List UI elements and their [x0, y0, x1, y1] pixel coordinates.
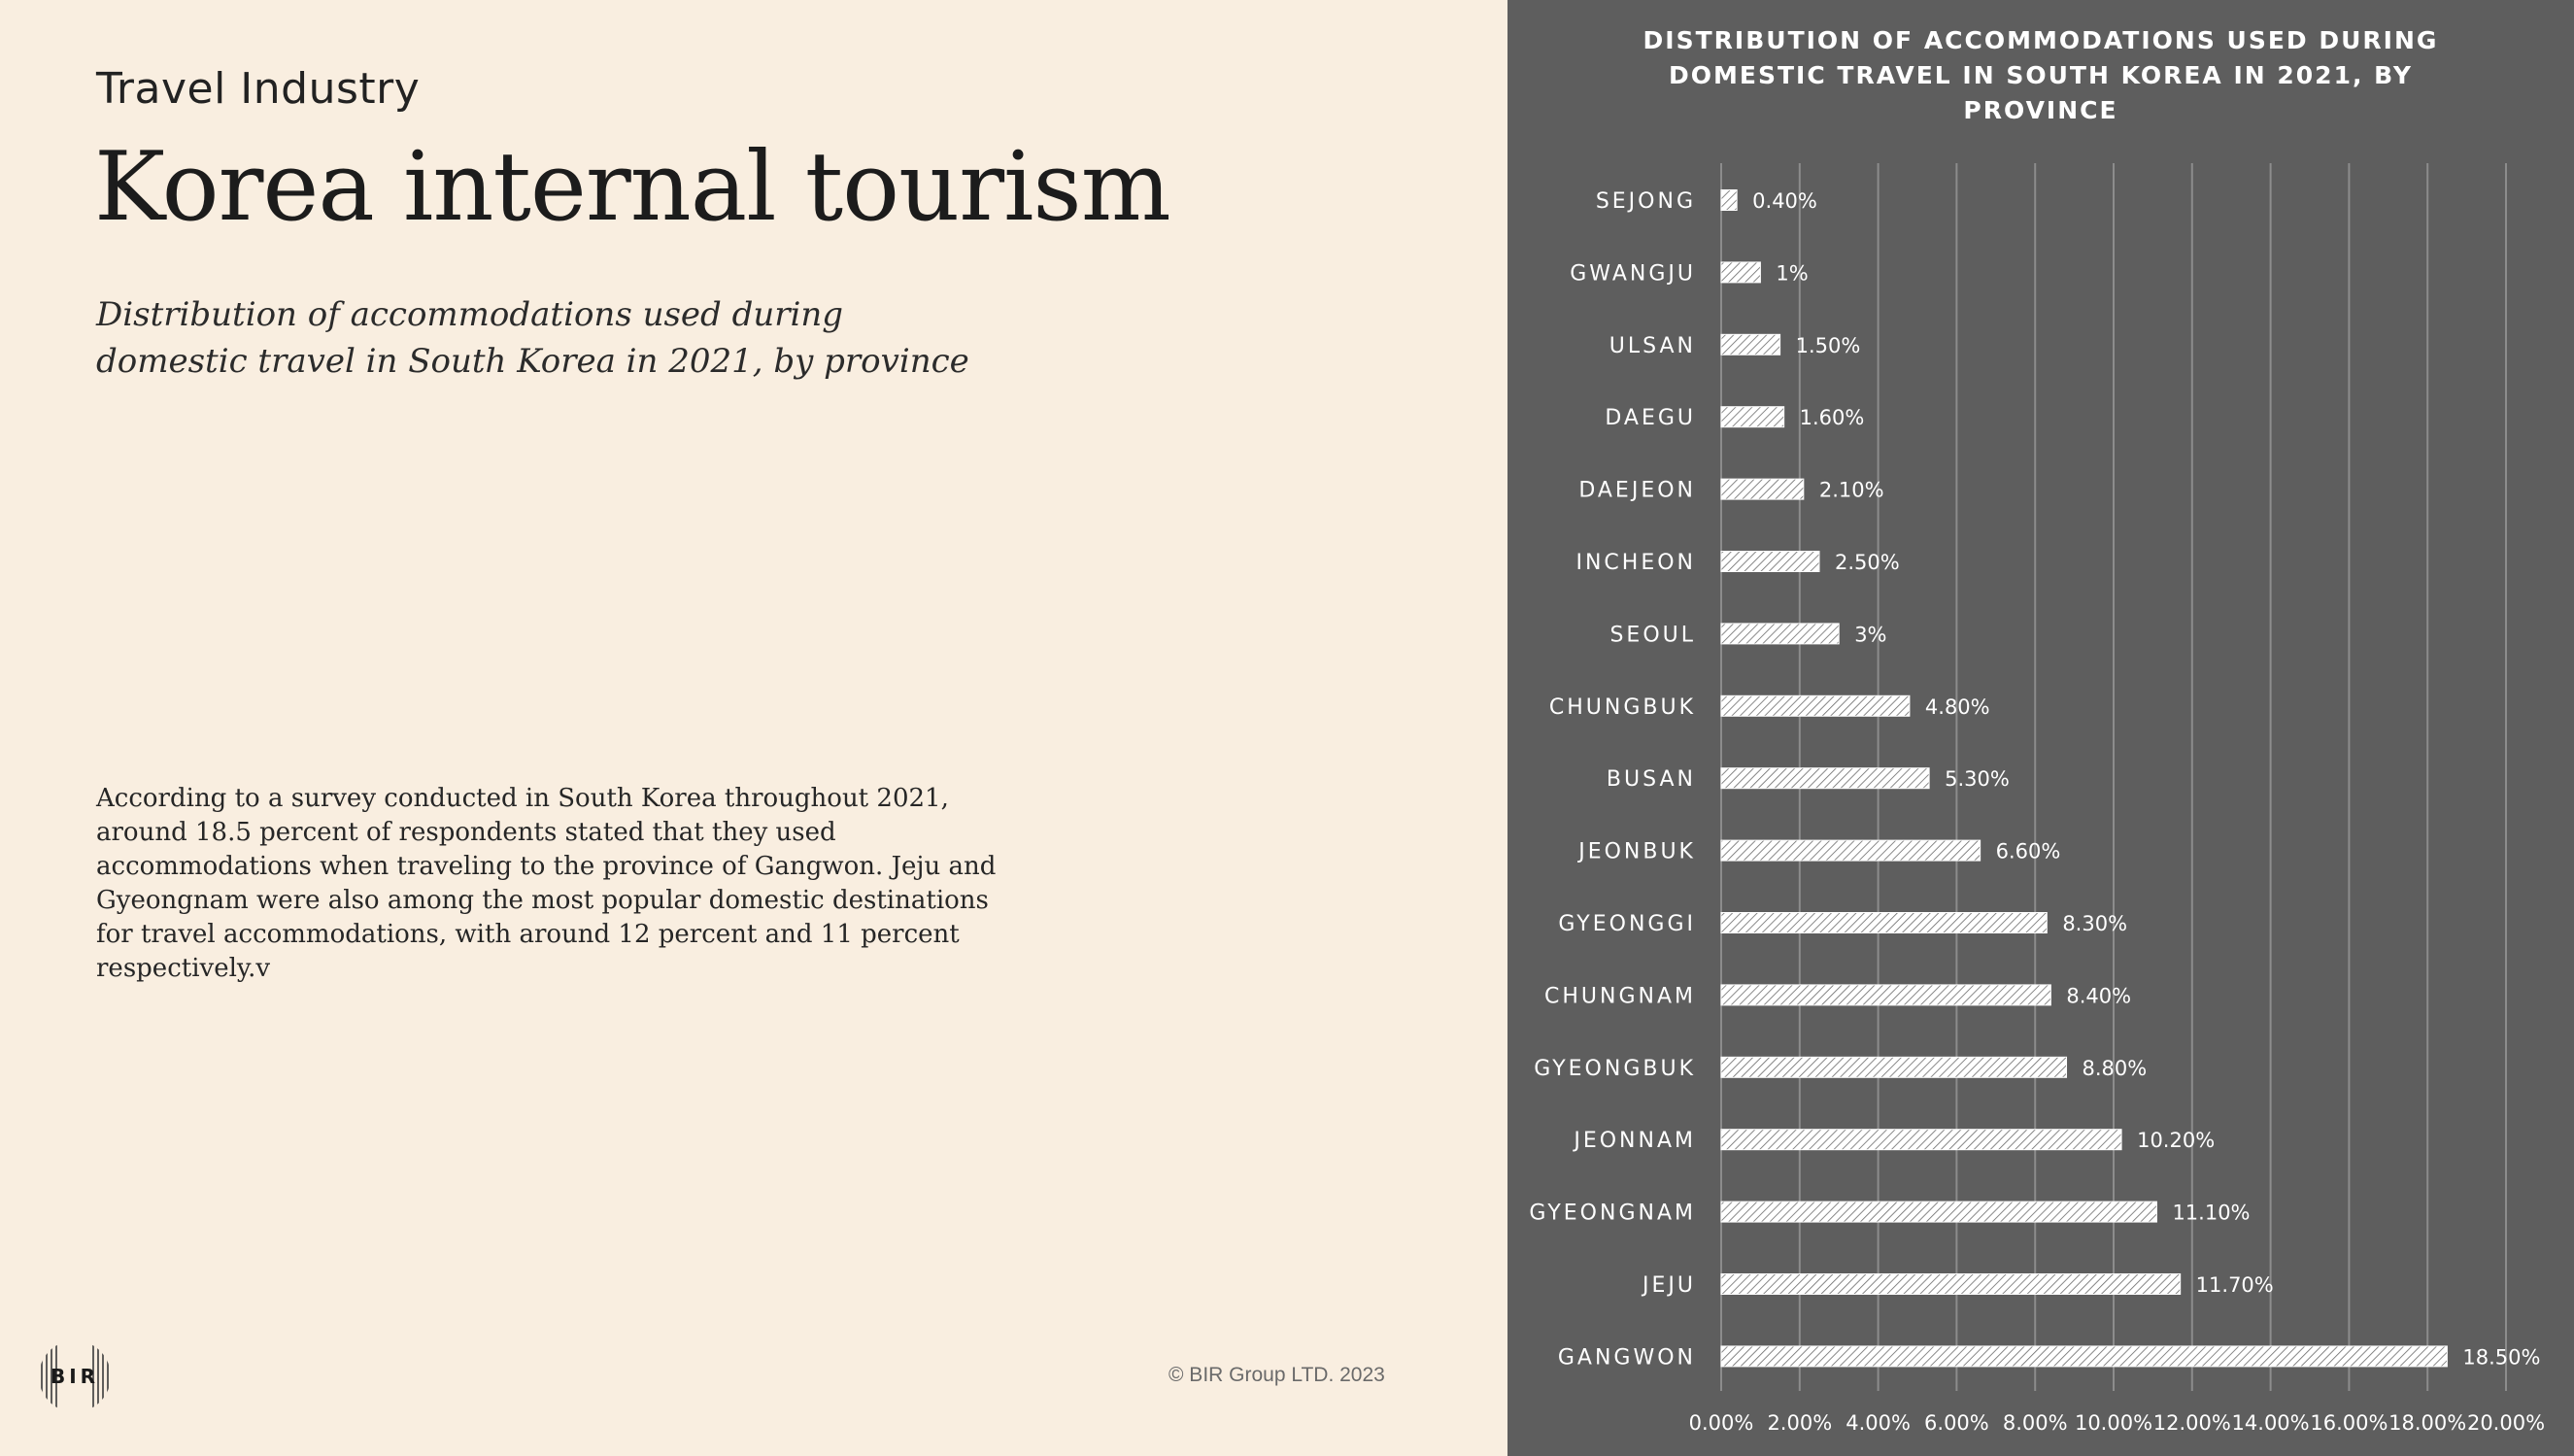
data-label: 1.50%: [1796, 334, 1861, 357]
x-tick-label: 16.00%: [2310, 1411, 2388, 1435]
bar-chart: 0.00% 2.00% 4.00% 6.00% 8.00% 10.00% 12.00% 14.…: [1529, 163, 2545, 1435]
x-tick-label: 4.00%: [1846, 1411, 1911, 1435]
bar: [1720, 1056, 2068, 1078]
category-label: JEONBUK: [1576, 840, 1696, 864]
category-label: INCHEON: [1575, 551, 1696, 575]
data-label: 11.10%: [2172, 1202, 2250, 1225]
data-label: 4.80%: [1925, 695, 1990, 719]
x-tick-label: 8.00%: [2003, 1411, 2068, 1435]
category-label: DAEGU: [1605, 406, 1696, 430]
data-label: 10.20%: [2137, 1129, 2215, 1152]
data-label: 8.80%: [2083, 1057, 2148, 1080]
data-label: 8.30%: [2062, 912, 2127, 935]
bar: [1720, 839, 1981, 862]
x-tick-label: 6.00%: [1924, 1411, 1989, 1435]
bar: [1720, 333, 1781, 356]
bar: [1720, 478, 1805, 500]
data-label: 1.60%: [1800, 406, 1865, 429]
x-tick-label: 2.00%: [1767, 1411, 1832, 1435]
data-label: 1%: [1776, 261, 1808, 285]
category-label: GYEONGGI: [1558, 912, 1696, 936]
page-title: Korea internal tourism: [94, 132, 1171, 243]
bar: [1720, 1201, 2157, 1223]
bar: [1720, 1345, 2448, 1368]
bar: [1720, 261, 1761, 284]
description-paragraph: According to a survey conducted in South…: [96, 784, 997, 983]
data-label: 11.70%: [2196, 1273, 2274, 1297]
copyright-text: © BIR Group LTD. 2023: [1168, 1364, 1385, 1386]
category-label: SEJONG: [1596, 189, 1696, 214]
chart-title: DISTRIBUTION OF ACCOMMODATIONS USED DURI…: [1643, 26, 2439, 124]
category-label: SEOUL: [1609, 623, 1696, 647]
category-label: GWANGJU: [1570, 261, 1696, 286]
data-label: 2.10%: [1819, 479, 1884, 502]
category-label: DAEJEON: [1578, 479, 1696, 503]
x-tick-label: 14.00%: [2232, 1411, 2310, 1435]
category-label: Travel Industry: [96, 64, 421, 114]
data-label: 2.50%: [1835, 551, 1900, 574]
bar: [1720, 767, 1930, 790]
category-label: JEONNAM: [1572, 1129, 1696, 1153]
category-label: JEJU: [1641, 1273, 1696, 1298]
category-label: ULSAN: [1609, 334, 1696, 358]
page-subtitle: Distribution of accommodations used duri…: [96, 295, 969, 381]
bir-logo: BIR: [38, 1339, 112, 1413]
bar: [1720, 189, 1738, 211]
bar: [1720, 912, 2048, 933]
category-label: GYEONGNAM: [1529, 1202, 1696, 1226]
data-label: 6.60%: [1996, 840, 2061, 863]
category-label: GYEONGBUK: [1534, 1057, 1696, 1081]
data-label: 5.30%: [1945, 767, 2010, 791]
bar: [1720, 623, 1840, 645]
text-panel: Travel Industry Korea internal tourism D…: [38, 64, 1385, 1413]
category-label: CHUNGBUK: [1549, 695, 1696, 720]
bar: [1720, 406, 1785, 428]
data-label: 0.40%: [1752, 189, 1817, 213]
category-label: BUSAN: [1607, 767, 1696, 792]
category-label: CHUNGNAM: [1544, 984, 1696, 1008]
x-tick-label: 10.00%: [2075, 1411, 2152, 1435]
bar: [1720, 1129, 2122, 1151]
logo-lines-icon: [41, 1340, 109, 1412]
bar: [1720, 551, 1820, 572]
x-tick-label: 0.00%: [1689, 1411, 1754, 1435]
x-tick-label: 20.00%: [2467, 1411, 2545, 1435]
x-tick-label: 12.00%: [2153, 1411, 2231, 1435]
category-label: GANGWON: [1558, 1345, 1696, 1370]
data-label: 18.50%: [2462, 1345, 2540, 1369]
logo-text: BIR: [50, 1365, 100, 1388]
bar: [1720, 694, 1911, 717]
bar: [1720, 984, 2051, 1006]
data-label: 3%: [1854, 623, 1886, 646]
x-tick-label: 18.00%: [2388, 1411, 2466, 1435]
bar: [1720, 1273, 2182, 1295]
data-label: 8.40%: [2066, 984, 2131, 1007]
